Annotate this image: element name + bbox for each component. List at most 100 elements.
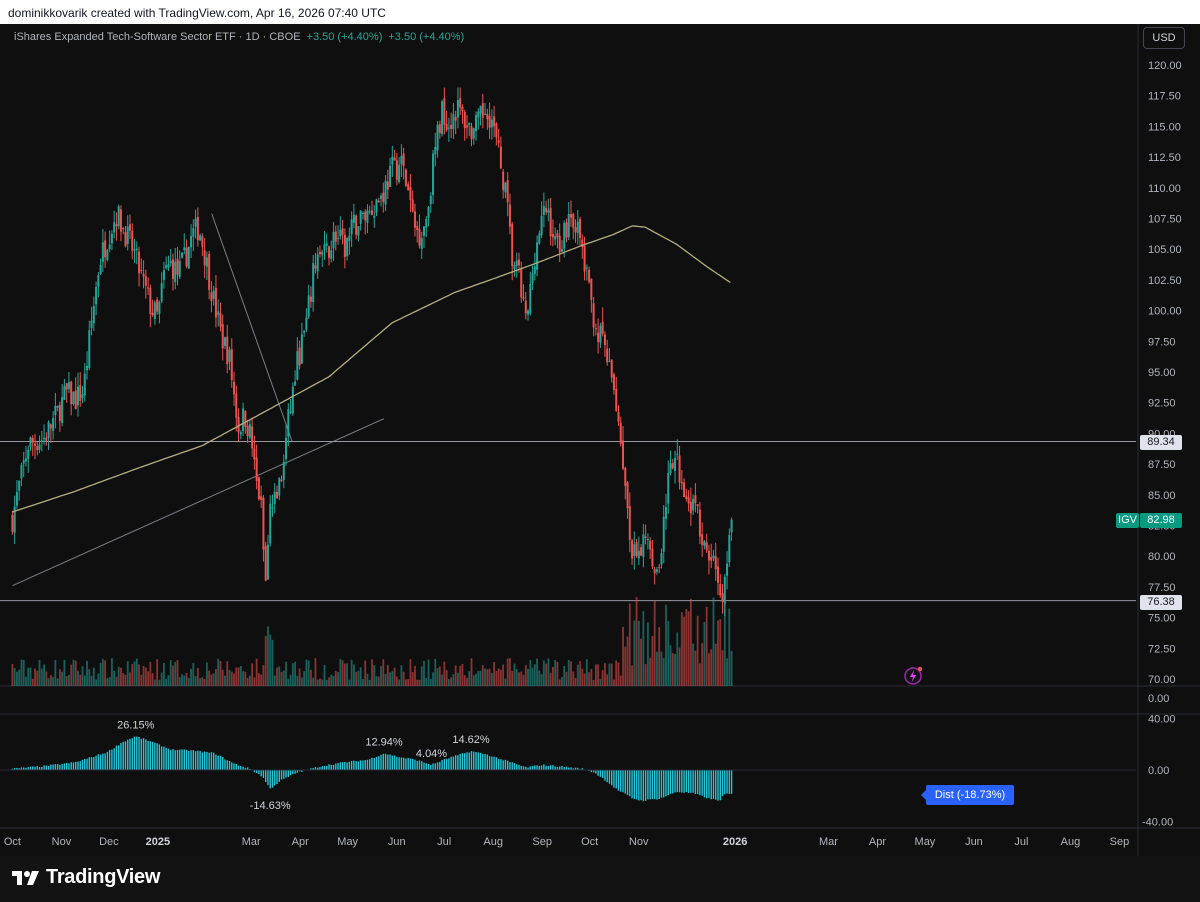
candle-body — [400, 155, 403, 165]
candle-body — [705, 542, 708, 551]
volume-bar — [524, 665, 527, 686]
volume-bar — [192, 663, 195, 686]
volume-bar — [348, 679, 351, 686]
volume-bar — [696, 615, 699, 686]
histogram-bar — [486, 754, 489, 770]
histogram-bar — [16, 767, 18, 770]
histogram-bar — [197, 750, 199, 770]
volume-bar — [273, 675, 276, 686]
volume-bar — [563, 666, 566, 686]
currency-button[interactable]: USD — [1143, 27, 1185, 49]
volume-bar — [651, 636, 654, 686]
histogram-bar — [32, 766, 34, 770]
histogram-bar — [222, 756, 224, 770]
candle-body — [517, 259, 520, 266]
candle-body — [420, 238, 423, 249]
volume-bar — [40, 668, 43, 686]
histogram-bar — [491, 756, 493, 770]
candle-body — [585, 267, 588, 269]
candle-body — [214, 287, 217, 318]
histogram-bar — [642, 770, 645, 802]
candle-body — [40, 440, 43, 442]
volume-bar — [287, 678, 290, 686]
candle-body — [475, 114, 478, 132]
volume-bar — [418, 679, 421, 686]
histogram-bar — [473, 751, 475, 770]
candle-body — [572, 214, 575, 228]
histogram-bar — [133, 736, 136, 770]
moving-average-line — [12, 225, 731, 513]
histogram-bar — [525, 766, 527, 770]
volume-bar — [25, 676, 27, 686]
histogram-bar — [699, 770, 701, 796]
histogram-bar — [224, 759, 226, 770]
histogram-bar — [504, 759, 507, 770]
candle-body — [305, 317, 308, 330]
candle-body — [34, 443, 37, 446]
candle-body — [273, 491, 276, 505]
candle-body — [590, 278, 593, 300]
histogram-bar — [13, 768, 16, 770]
volume-bar — [72, 659, 75, 686]
histogram-bar — [72, 762, 75, 770]
candle-body — [101, 242, 104, 262]
candle-body — [67, 382, 70, 390]
candle-body — [90, 320, 93, 329]
volume-bar — [477, 670, 480, 686]
histogram-bar — [620, 770, 622, 792]
volume-bar — [576, 664, 579, 686]
volume-bar — [163, 662, 165, 686]
candle-body — [628, 506, 631, 540]
histogram-bar — [160, 746, 163, 770]
volume-bar — [631, 665, 633, 686]
volume-bar — [552, 666, 554, 686]
histogram-bar — [289, 770, 292, 776]
volume-bar — [289, 674, 292, 686]
volume-bar — [714, 643, 717, 686]
histogram-bar — [516, 764, 518, 770]
histogram-bar — [149, 741, 152, 770]
candle-body — [119, 209, 122, 232]
histogram-bar — [210, 752, 213, 770]
histogram-bar — [11, 768, 14, 770]
histogram-bar — [147, 740, 149, 770]
volume-bar — [262, 664, 265, 686]
price-tick-label: 102.50 — [1148, 275, 1182, 287]
histogram-bar — [172, 748, 174, 770]
volume-bar — [619, 675, 622, 686]
volume-bar — [16, 671, 18, 686]
volume-bar — [169, 660, 172, 686]
volume-bar — [27, 667, 30, 686]
histogram-bar — [156, 743, 158, 770]
histogram-bar — [475, 752, 477, 770]
histogram-bar — [102, 753, 104, 770]
volume-bar — [260, 674, 263, 686]
volume-bar — [452, 674, 455, 686]
candle-body — [563, 222, 566, 249]
volume-bar — [599, 678, 602, 686]
volume-bar — [484, 668, 486, 686]
volume-bar — [640, 638, 643, 686]
volume-bar — [226, 661, 229, 686]
candle-body — [36, 446, 39, 450]
symbol-legend[interactable]: iShares Expanded Tech-Software Sector ET… — [14, 31, 464, 43]
histogram-bar — [414, 759, 416, 770]
candle-body — [61, 397, 64, 423]
volume-bar — [574, 677, 577, 686]
histogram-bar — [570, 767, 572, 770]
volume-bar — [79, 674, 82, 686]
price-tick-label: 100.00 — [1148, 306, 1182, 318]
volume-bar — [86, 660, 88, 686]
candle-body — [158, 302, 161, 315]
volume-bar — [522, 674, 525, 686]
candle-body — [574, 227, 577, 233]
tradingview-logo[interactable]: TradingView — [12, 866, 160, 889]
histogram-bar — [608, 770, 611, 784]
candle-body — [712, 555, 715, 559]
histogram-bar — [423, 762, 425, 770]
volume-bar — [346, 663, 349, 686]
volume-bar — [527, 669, 529, 686]
candle-body — [676, 453, 679, 455]
chart-panel[interactable] — [0, 24, 1200, 856]
